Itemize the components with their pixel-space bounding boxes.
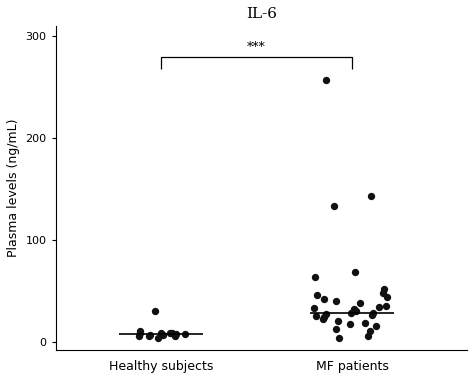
Text: ***: ***: [247, 41, 266, 54]
Point: [350, 306, 358, 312]
Point: [146, 333, 153, 339]
Point: [312, 313, 319, 319]
Point: [136, 333, 143, 339]
Point: [157, 330, 165, 336]
Point: [373, 323, 380, 329]
Point: [369, 312, 376, 318]
Point: [346, 321, 354, 327]
Point: [151, 308, 159, 314]
Point: [154, 336, 162, 342]
Point: [332, 326, 340, 332]
Point: [322, 77, 329, 83]
Point: [320, 314, 328, 320]
Point: [379, 290, 387, 296]
Point: [168, 330, 176, 336]
Point: [353, 308, 360, 314]
Point: [364, 333, 372, 339]
Y-axis label: Plasma levels (ng/mL): Plasma levels (ng/mL): [7, 119, 20, 257]
Point: [356, 300, 364, 306]
Point: [322, 311, 330, 317]
Point: [319, 316, 327, 322]
Point: [146, 332, 154, 339]
Point: [334, 318, 341, 324]
Point: [332, 298, 339, 304]
Point: [159, 332, 166, 339]
Point: [157, 331, 164, 337]
Point: [383, 303, 390, 309]
Point: [172, 331, 180, 337]
Point: [367, 193, 374, 199]
Point: [136, 328, 144, 334]
Point: [330, 203, 338, 209]
Point: [136, 330, 144, 336]
Point: [166, 330, 173, 336]
Point: [375, 304, 383, 310]
Point: [347, 310, 355, 316]
Point: [321, 296, 328, 302]
Point: [335, 336, 343, 342]
Point: [383, 294, 391, 300]
Point: [313, 292, 320, 298]
Point: [381, 286, 388, 292]
Point: [171, 333, 179, 339]
Point: [181, 331, 189, 337]
Point: [351, 269, 359, 275]
Point: [369, 310, 376, 316]
Point: [311, 274, 319, 280]
Title: IL-6: IL-6: [246, 7, 277, 21]
Point: [366, 328, 374, 334]
Point: [310, 305, 318, 311]
Point: [362, 320, 369, 326]
